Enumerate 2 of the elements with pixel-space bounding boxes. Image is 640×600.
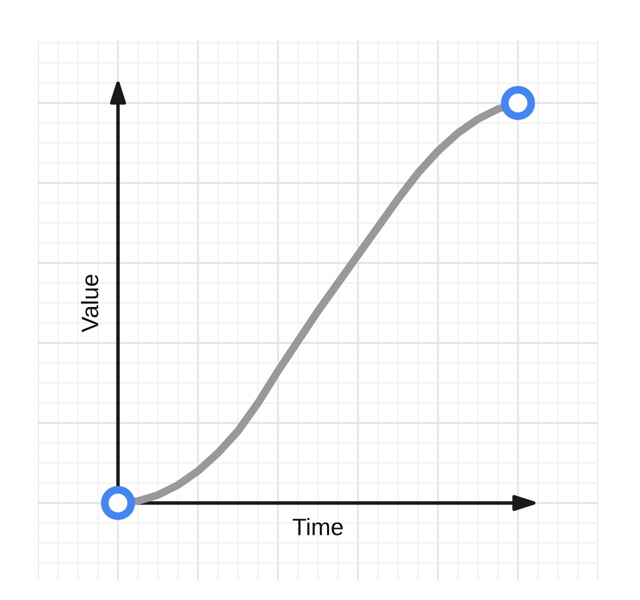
y-axis-title: Value — [80, 274, 98, 332]
x-axis-title: Time — [292, 518, 343, 536]
